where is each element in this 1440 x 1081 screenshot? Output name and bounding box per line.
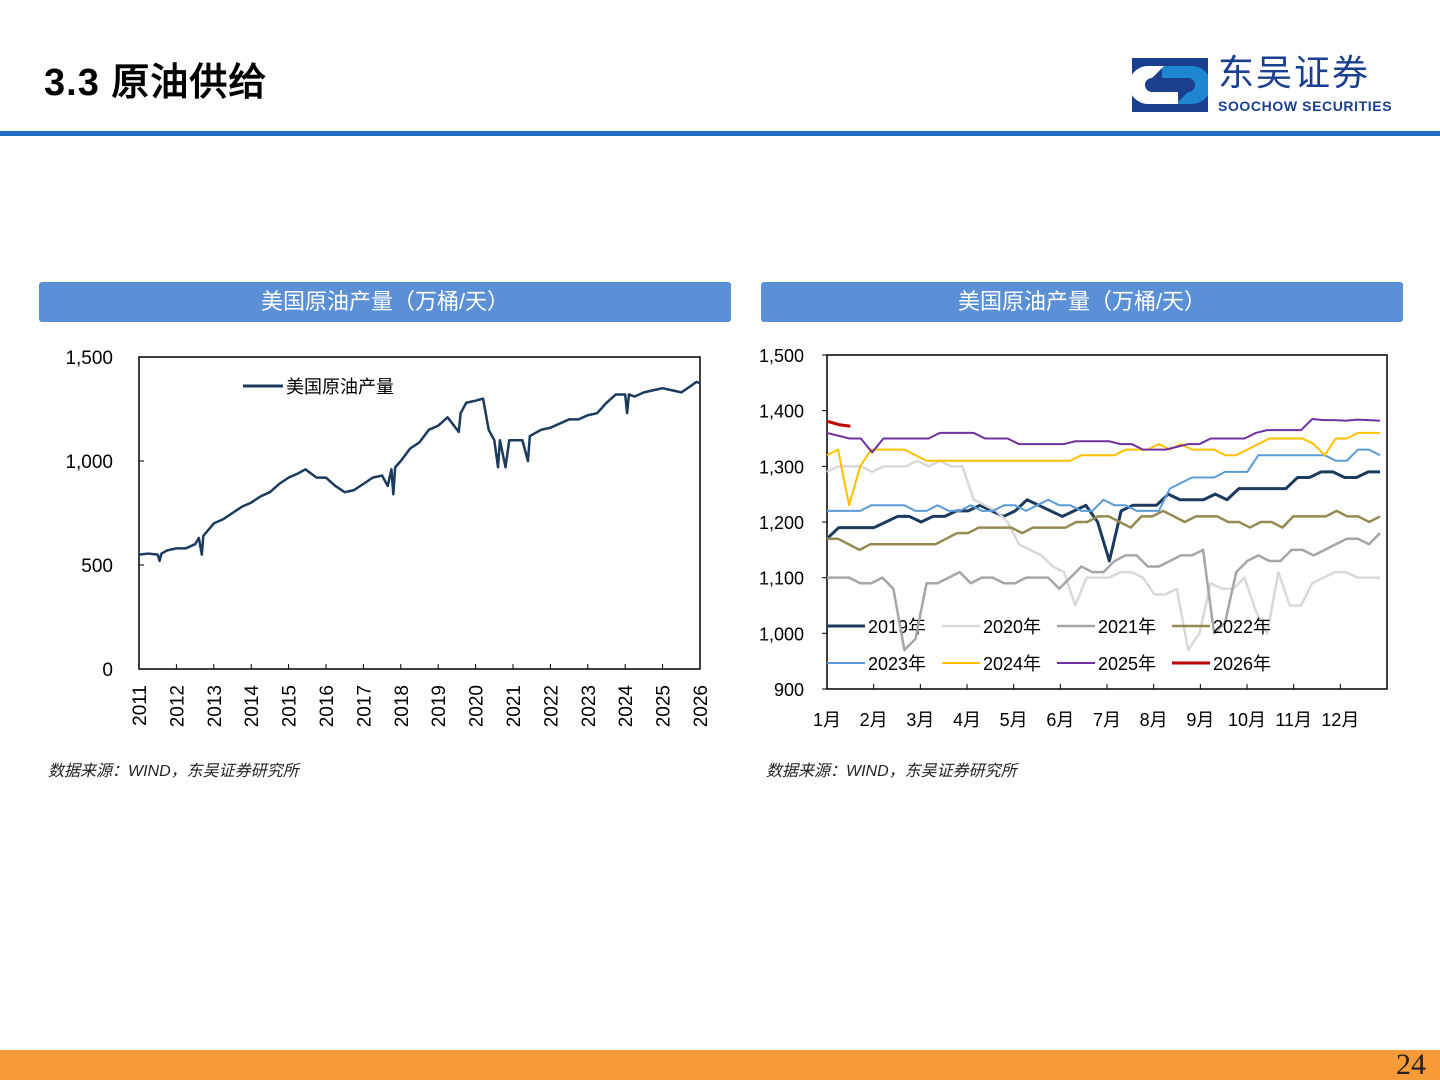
legend-label: 2022年 — [1213, 617, 1271, 637]
right-chart-title: 美国原油产量（万桶/天） — [761, 282, 1403, 322]
series-line — [826, 459, 1380, 652]
x-tick-label: 2018 — [392, 685, 413, 727]
x-tick-label: 1月 — [813, 710, 841, 730]
x-tick-label: 2013 — [205, 685, 226, 727]
y-tick-label: 1,500 — [759, 346, 804, 366]
x-tick-label: 2022 — [541, 685, 562, 727]
series-line — [827, 448, 1381, 512]
header-rule — [0, 131, 1440, 136]
x-tick-label: 2024 — [616, 685, 637, 728]
logo-mark-icon — [1132, 58, 1208, 112]
page-number: 24 — [1396, 1048, 1426, 1081]
x-tick-label: 2011 — [130, 685, 151, 726]
page-title: 3.3 原油供给 — [44, 62, 268, 104]
series-line — [827, 532, 1381, 652]
plot-area — [138, 356, 701, 670]
y-tick-label: 1,200 — [759, 513, 804, 533]
x-tick-label: 2012 — [167, 685, 188, 727]
legend-label: 2024年 — [983, 654, 1041, 674]
series-line — [138, 380, 701, 563]
legend-label: 2020年 — [983, 617, 1041, 637]
series-line — [826, 431, 1380, 507]
logo-en-text: SOOCHOW SECURITIES — [1218, 98, 1393, 114]
x-tick-label: 3月 — [906, 710, 934, 730]
x-tick-label: 2017 — [354, 685, 375, 727]
x-tick-label: 2021 — [504, 685, 525, 727]
y-tick-label: 0 — [102, 660, 113, 681]
left-chart-title: 美国原油产量（万桶/天） — [39, 282, 731, 322]
y-tick-label: 900 — [774, 680, 804, 700]
x-tick-label: 6月 — [1046, 710, 1074, 730]
x-tick-label: 2月 — [860, 710, 888, 730]
series-line — [826, 418, 1381, 454]
y-tick-label: 1,000 — [65, 452, 113, 473]
x-tick-label: 7月 — [1093, 710, 1121, 730]
series-line — [826, 419, 851, 428]
x-tick-label: 12月 — [1321, 710, 1359, 730]
y-tick-label: 1,000 — [759, 624, 804, 644]
legend-label: 2025年 — [1098, 654, 1156, 674]
seasonal-production-chart: 900 1,000 1,100 1,200 1,300 1,400 1,500 1月 2月 3月 4… — [759, 346, 1388, 730]
legend-label: 2021年 — [1098, 617, 1156, 637]
company-logo: 东吴证券 SOOCHOW SECURITIES — [1132, 52, 1412, 118]
y-tick-label: 1,300 — [759, 457, 804, 477]
legend-label: 2023年 — [868, 654, 926, 674]
y-tick-label: 1,400 — [759, 402, 804, 422]
x-tick-label: 8月 — [1140, 710, 1168, 730]
series-line — [827, 509, 1381, 552]
x-tick-label: 2020 — [467, 685, 488, 727]
x-tick-label: 4月 — [953, 710, 981, 730]
legend-label: 美国原油产量 — [286, 377, 394, 397]
legend-label: 2026年 — [1213, 654, 1271, 674]
x-tick-label: 2025 — [654, 685, 675, 727]
x-tick-label: 2016 — [317, 685, 338, 727]
x-tick-label: 11月 — [1275, 710, 1312, 730]
x-tick-label: 2015 — [280, 685, 301, 727]
x-tick-label: 2014 — [242, 685, 263, 728]
right-source-note: 数据来源：WIND，东吴证券研究所 — [766, 763, 1017, 780]
x-tick-label: 10月 — [1228, 710, 1266, 730]
footer-bar — [0, 1050, 1440, 1080]
y-tick-label: 500 — [81, 556, 113, 577]
x-tick-label: 2019 — [429, 685, 450, 727]
y-tick-label: 1,500 — [65, 348, 113, 369]
legend-label: 2019年 — [868, 617, 926, 637]
y-tick-label: 1,100 — [759, 569, 804, 589]
x-tick-label: 5月 — [1000, 710, 1028, 730]
plot-area — [826, 354, 1388, 690]
logo-cn-text: 东吴证券 — [1218, 52, 1371, 93]
x-tick-label: 2026 — [691, 685, 712, 727]
series-line — [825, 470, 1380, 563]
x-tick-label: 9月 — [1186, 710, 1214, 730]
left-source-note: 数据来源：WIND，东吴证券研究所 — [48, 763, 299, 780]
x-tick-label: 2023 — [579, 685, 600, 727]
annual-production-chart: 0 500 1,000 1,500 2011 2012 2013 2014 2015 2016 20… — [65, 348, 712, 728]
